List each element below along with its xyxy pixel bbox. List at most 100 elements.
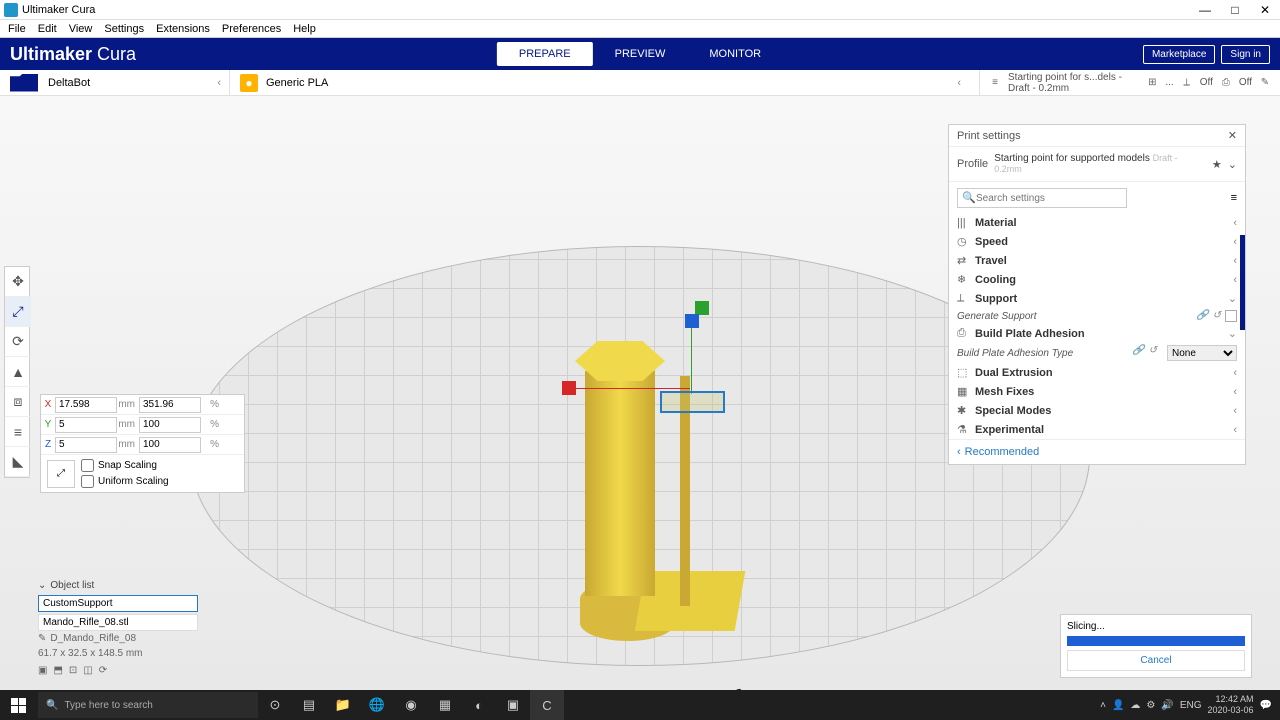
obj-icon-1[interactable]: ▣ — [38, 665, 47, 676]
menu-help[interactable]: Help — [287, 23, 322, 35]
profile-value[interactable]: Starting point for supported models Draf… — [994, 153, 1206, 175]
menu-file[interactable]: File — [2, 23, 32, 35]
close-icon[interactable]: ✕ — [1228, 129, 1237, 142]
cat-mesh[interactable]: ▦Mesh Fixes‹ — [949, 382, 1245, 401]
bpa-type-select[interactable]: None — [1167, 345, 1237, 361]
pencil-icon[interactable]: ✎ — [38, 633, 46, 644]
app-icon[interactable]: ◐ — [462, 690, 496, 720]
chrome-icon[interactable]: 🌐 — [360, 690, 394, 720]
menu-extensions[interactable]: Extensions — [150, 23, 216, 35]
tab-preview[interactable]: PREVIEW — [593, 42, 688, 66]
move-tool[interactable]: ✥ — [5, 267, 31, 297]
start-button[interactable] — [0, 690, 36, 720]
taskview-icon[interactable]: ⊙ — [258, 690, 292, 720]
app-icon[interactable]: ▦ — [428, 690, 462, 720]
tray-icon[interactable]: 🔊 — [1161, 700, 1173, 711]
menu-bar: File Edit View Settings Extensions Prefe… — [0, 20, 1280, 38]
settings-scrollbar[interactable] — [1240, 235, 1245, 330]
tray-lang[interactable]: ENG — [1180, 700, 1202, 711]
cat-support[interactable]: ⟂Support⌄ — [949, 289, 1245, 308]
obj-icon-4[interactable]: ◫ — [83, 665, 92, 676]
taskbar-icon[interactable]: ▤ — [292, 690, 326, 720]
cat-special[interactable]: ✱Special Modes‹ — [949, 401, 1245, 420]
cooling-icon: ❄ — [957, 273, 975, 286]
cat-dual[interactable]: ⬚Dual Extrusion‹ — [949, 363, 1245, 382]
tray-icon[interactable]: ⚙ — [1146, 700, 1155, 711]
menu-view[interactable]: View — [63, 23, 99, 35]
scale-y-pct[interactable] — [139, 417, 201, 433]
cancel-button[interactable]: Cancel — [1067, 650, 1245, 671]
recommended-button[interactable]: ‹Recommended — [949, 439, 1245, 464]
scale-panel: X mm % Y mm % Z mm % ⤢ Snap Scaling — [40, 394, 245, 493]
app-icon[interactable]: ▣ — [496, 690, 530, 720]
menu-settings[interactable]: Settings — [98, 23, 150, 35]
obj-icon-5[interactable]: ⟳ — [99, 665, 107, 676]
3d-viewport[interactable]: ✥ ⤢ ⟳ ▲ ⧈ ≡ ◣ X mm % Y mm % Z mm % — [0, 96, 1280, 690]
obj-icon-3[interactable]: ⊡ — [69, 665, 77, 676]
taskbar-clock[interactable]: 12:42 AM 2020-03-06 — [1208, 694, 1254, 716]
minimize-button[interactable]: — — [1190, 0, 1220, 20]
link-icon[interactable]: 🔗 — [1132, 345, 1144, 361]
object-dims: 61.7 x 32.5 x 148.5 mm — [38, 646, 198, 661]
object-list-header[interactable]: ⌄Object list — [38, 578, 198, 593]
printer-selector[interactable]: DeltaBot ‹ — [0, 70, 230, 95]
snap-scaling-checkbox[interactable] — [81, 459, 94, 472]
chevron-down-icon[interactable]: ⌄ — [1228, 158, 1237, 171]
mirror-tool[interactable]: ▲ — [5, 357, 31, 387]
marketplace-button[interactable]: Marketplace — [1143, 45, 1215, 64]
object-item[interactable]: Mando_Rifle_08.stl — [38, 614, 198, 631]
tab-monitor[interactable]: MONITOR — [687, 42, 783, 66]
obj-icon-2[interactable]: ⬒ — [53, 665, 62, 676]
cat-speed[interactable]: ◷Speed‹ — [949, 232, 1245, 251]
rotate-tool[interactable]: ⟳ — [5, 327, 31, 357]
close-button[interactable]: ✕ — [1250, 0, 1280, 20]
menu-preferences[interactable]: Preferences — [216, 23, 287, 35]
chevron-down-icon: ‹ — [209, 77, 229, 89]
link-icon[interactable]: 🔗 — [1196, 310, 1208, 322]
cat-travel[interactable]: ⇄Travel‹ — [949, 251, 1245, 270]
reset-icon[interactable]: ↺ — [1149, 345, 1157, 361]
setting-bpa-type: Build Plate Adhesion Type🔗↺None — [949, 343, 1245, 363]
scale-z-mm[interactable] — [55, 437, 117, 453]
mesh-icon: ▦ — [957, 385, 975, 398]
adhesion-icon: ⎙ — [957, 327, 975, 340]
obs-icon[interactable]: ◉ — [394, 690, 428, 720]
settings-search-input[interactable] — [957, 188, 1127, 208]
print-settings-summary[interactable]: ≡ Starting point for s...dels - Draft - … — [980, 70, 1280, 95]
tray-icon[interactable]: ˄ — [1100, 700, 1106, 711]
signin-button[interactable]: Sign in — [1221, 45, 1270, 64]
material-selector[interactable]: ● Generic PLA ‹ — [230, 70, 980, 95]
scale-tool[interactable]: ⤢ — [5, 297, 31, 327]
notifications-icon[interactable]: 💬 — [1260, 700, 1272, 711]
generate-support-checkbox[interactable] — [1225, 310, 1237, 322]
reset-icon[interactable]: ↺ — [1213, 310, 1221, 322]
scale-y-mm[interactable] — [55, 417, 117, 433]
star-icon[interactable]: ★ — [1212, 158, 1222, 171]
scale-z-pct[interactable] — [139, 437, 201, 453]
tab-prepare[interactable]: PREPARE — [497, 42, 593, 66]
scale-x-mm[interactable] — [55, 397, 117, 413]
hamburger-icon[interactable]: ≡ — [1231, 192, 1237, 204]
object-item-selected[interactable]: CustomSupport — [38, 595, 198, 612]
menu-edit[interactable]: Edit — [32, 23, 63, 35]
mesh-tool[interactable]: ⧈ — [5, 387, 31, 417]
maximize-button[interactable]: □ — [1220, 0, 1250, 20]
cat-bpa[interactable]: ⎙Build Plate Adhesion⌄ — [949, 324, 1245, 343]
material-name: Generic PLA — [266, 77, 328, 89]
scale-reset-icon[interactable]: ⤢ — [47, 460, 75, 488]
tray-icon[interactable]: ☁ — [1130, 700, 1140, 711]
cat-material[interactable]: |||Material‹ — [949, 214, 1245, 232]
scale-x-pct[interactable] — [139, 397, 201, 413]
custom-tool[interactable]: ◣ — [5, 447, 31, 477]
cura-taskbar-icon[interactable]: C — [530, 690, 564, 720]
support-tool[interactable]: ≡ — [5, 417, 31, 447]
tray-icon[interactable]: 👤 — [1112, 700, 1124, 711]
edit-icon[interactable]: ✎ — [1258, 77, 1272, 88]
explorer-icon[interactable]: 📁 — [326, 690, 360, 720]
cat-experimental[interactable]: ⚗Experimental‹ — [949, 420, 1245, 439]
open-file-icon[interactable] — [10, 74, 38, 92]
support-icon: ⟂ — [1180, 77, 1194, 88]
uniform-scaling-checkbox[interactable] — [81, 475, 94, 488]
taskbar-search[interactable]: 🔍Type here to search — [38, 692, 258, 718]
cat-cooling[interactable]: ❄Cooling‹ — [949, 270, 1245, 289]
